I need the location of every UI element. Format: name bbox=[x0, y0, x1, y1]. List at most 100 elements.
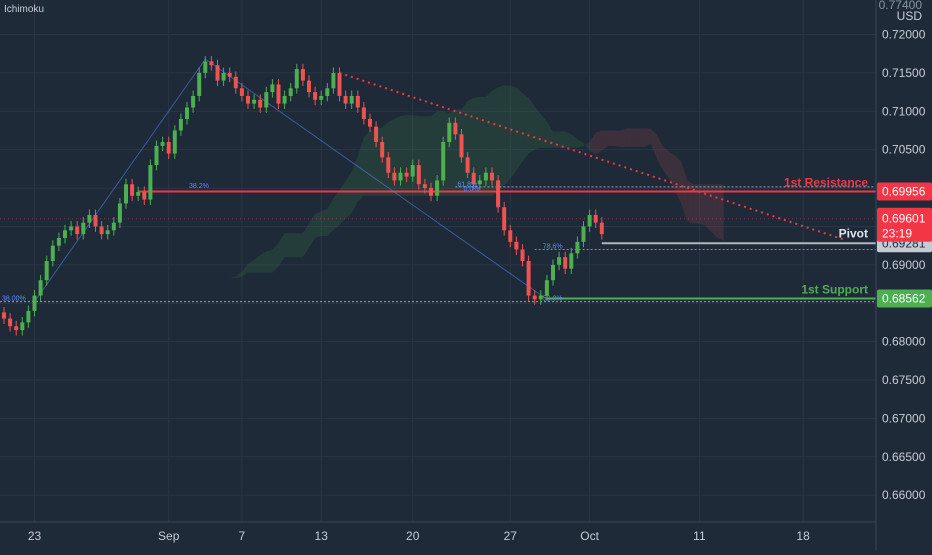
axis-currency: USD bbox=[896, 9, 922, 23]
cloud-segment bbox=[315, 211, 322, 238]
candle-body bbox=[532, 295, 537, 300]
cloud-segment bbox=[284, 233, 291, 258]
candle-body bbox=[544, 280, 549, 296]
cloud-segment bbox=[522, 93, 529, 162]
x-tick-label: Sep bbox=[158, 529, 180, 543]
fib-level-label: 50.0% bbox=[543, 296, 563, 303]
pivot-label: Pivot bbox=[839, 226, 868, 240]
candle-body bbox=[258, 99, 263, 108]
cloud-segment bbox=[370, 128, 377, 196]
candle-body bbox=[593, 214, 598, 223]
cloud-segment bbox=[424, 116, 431, 196]
axis-unit-label: 0.77400 USD bbox=[879, 0, 922, 22]
candle-body bbox=[32, 295, 37, 311]
cloud-segment bbox=[492, 87, 499, 196]
cloud-segment bbox=[180, 320, 187, 325]
cloud-segment bbox=[449, 109, 456, 196]
cloud-segment bbox=[400, 115, 407, 196]
candle-body bbox=[270, 84, 275, 93]
candle-body bbox=[404, 172, 409, 177]
fib-swing-line bbox=[205, 58, 548, 300]
candle-body bbox=[264, 92, 269, 108]
trend-line bbox=[339, 71, 847, 242]
cloud-segment bbox=[589, 132, 596, 155]
candle-body bbox=[520, 249, 525, 261]
cloud-segment bbox=[693, 184, 700, 224]
cloud-segment bbox=[614, 130, 621, 147]
candle-body bbox=[215, 65, 220, 81]
candle-body bbox=[551, 264, 555, 281]
cloud-segment bbox=[620, 128, 627, 147]
cloud-segment bbox=[187, 312, 194, 321]
y-tick-label: 0.69000 bbox=[882, 258, 926, 272]
support-price-tag: 0.68562 bbox=[882, 291, 926, 305]
candle-body bbox=[252, 99, 257, 104]
price-axis[interactable]: 0.720000.715000.710000.705000.700000.695… bbox=[875, 0, 932, 550]
cloud-segment bbox=[504, 85, 511, 187]
current-price-tag-bg bbox=[877, 207, 932, 242]
y-tick-label: 0.67000 bbox=[882, 411, 926, 425]
candle-body bbox=[313, 92, 318, 100]
candle-body bbox=[130, 184, 135, 196]
candle-body bbox=[26, 310, 31, 323]
candle-body bbox=[392, 172, 397, 181]
cloud-segment bbox=[345, 171, 352, 219]
candle-body bbox=[355, 95, 360, 108]
candle-body bbox=[490, 172, 494, 181]
y-tick-label: 0.70500 bbox=[882, 143, 926, 157]
candle-body bbox=[386, 157, 391, 173]
candle-body bbox=[337, 72, 342, 96]
candle-body bbox=[526, 261, 531, 296]
candle-body bbox=[380, 142, 385, 158]
candle-body bbox=[282, 95, 287, 104]
y-tick-label: 0.66500 bbox=[882, 450, 926, 464]
candle-body bbox=[557, 257, 562, 265]
candle-body bbox=[422, 184, 427, 189]
cloud-segment bbox=[510, 85, 517, 179]
cloud-segment bbox=[473, 96, 480, 196]
cloud-segment bbox=[668, 151, 675, 191]
annotation-labels: 38.2% 61.8%0.0% 78.6% 50.0% 38.00% 1st Resist… bbox=[2, 175, 868, 302]
candle-body bbox=[81, 222, 86, 235]
resistance-label: 1st Resistance bbox=[784, 175, 868, 189]
cloud-segment bbox=[229, 276, 236, 279]
cloud-segment bbox=[553, 131, 560, 148]
candle-body bbox=[416, 165, 421, 185]
candle-body bbox=[44, 261, 49, 281]
candle-body bbox=[69, 226, 74, 231]
candle-body bbox=[8, 318, 13, 327]
candle-body bbox=[508, 230, 513, 242]
candle-body bbox=[368, 118, 372, 127]
cloud-segment bbox=[168, 322, 175, 325]
time-axis[interactable]: 23 Sep 7 13 20 27 Oct 11 18 bbox=[0, 521, 876, 543]
cloud-segment bbox=[333, 189, 340, 231]
candle-body bbox=[38, 280, 43, 296]
candle-body bbox=[185, 107, 189, 119]
cloud-segment bbox=[656, 134, 663, 170]
current-price-tag: 0.69601 bbox=[882, 212, 926, 226]
fib-level-label: 38.00% bbox=[2, 296, 26, 303]
candle-body bbox=[349, 95, 354, 104]
candle-body bbox=[87, 214, 92, 223]
candle-body bbox=[117, 203, 122, 223]
candle-body bbox=[203, 61, 208, 73]
candle-body bbox=[325, 88, 330, 96]
indicator-label[interactable]: Ichimoku bbox=[4, 4, 45, 15]
candle-body bbox=[178, 118, 183, 131]
annotation-lines bbox=[0, 58, 876, 303]
cloud-segment bbox=[235, 271, 242, 279]
candle-body bbox=[447, 122, 452, 143]
candle-body bbox=[2, 312, 6, 319]
fib-level-label: 0.0% bbox=[464, 186, 480, 193]
candle-body bbox=[63, 230, 67, 238]
candle-body bbox=[453, 122, 458, 135]
cloud-segment bbox=[632, 128, 639, 147]
cloud-segment bbox=[644, 128, 651, 147]
candle-body bbox=[496, 180, 501, 208]
candle-body bbox=[221, 72, 226, 81]
candle-body bbox=[93, 214, 98, 227]
candle-body bbox=[300, 69, 305, 81]
cloud-segment bbox=[498, 85, 505, 192]
